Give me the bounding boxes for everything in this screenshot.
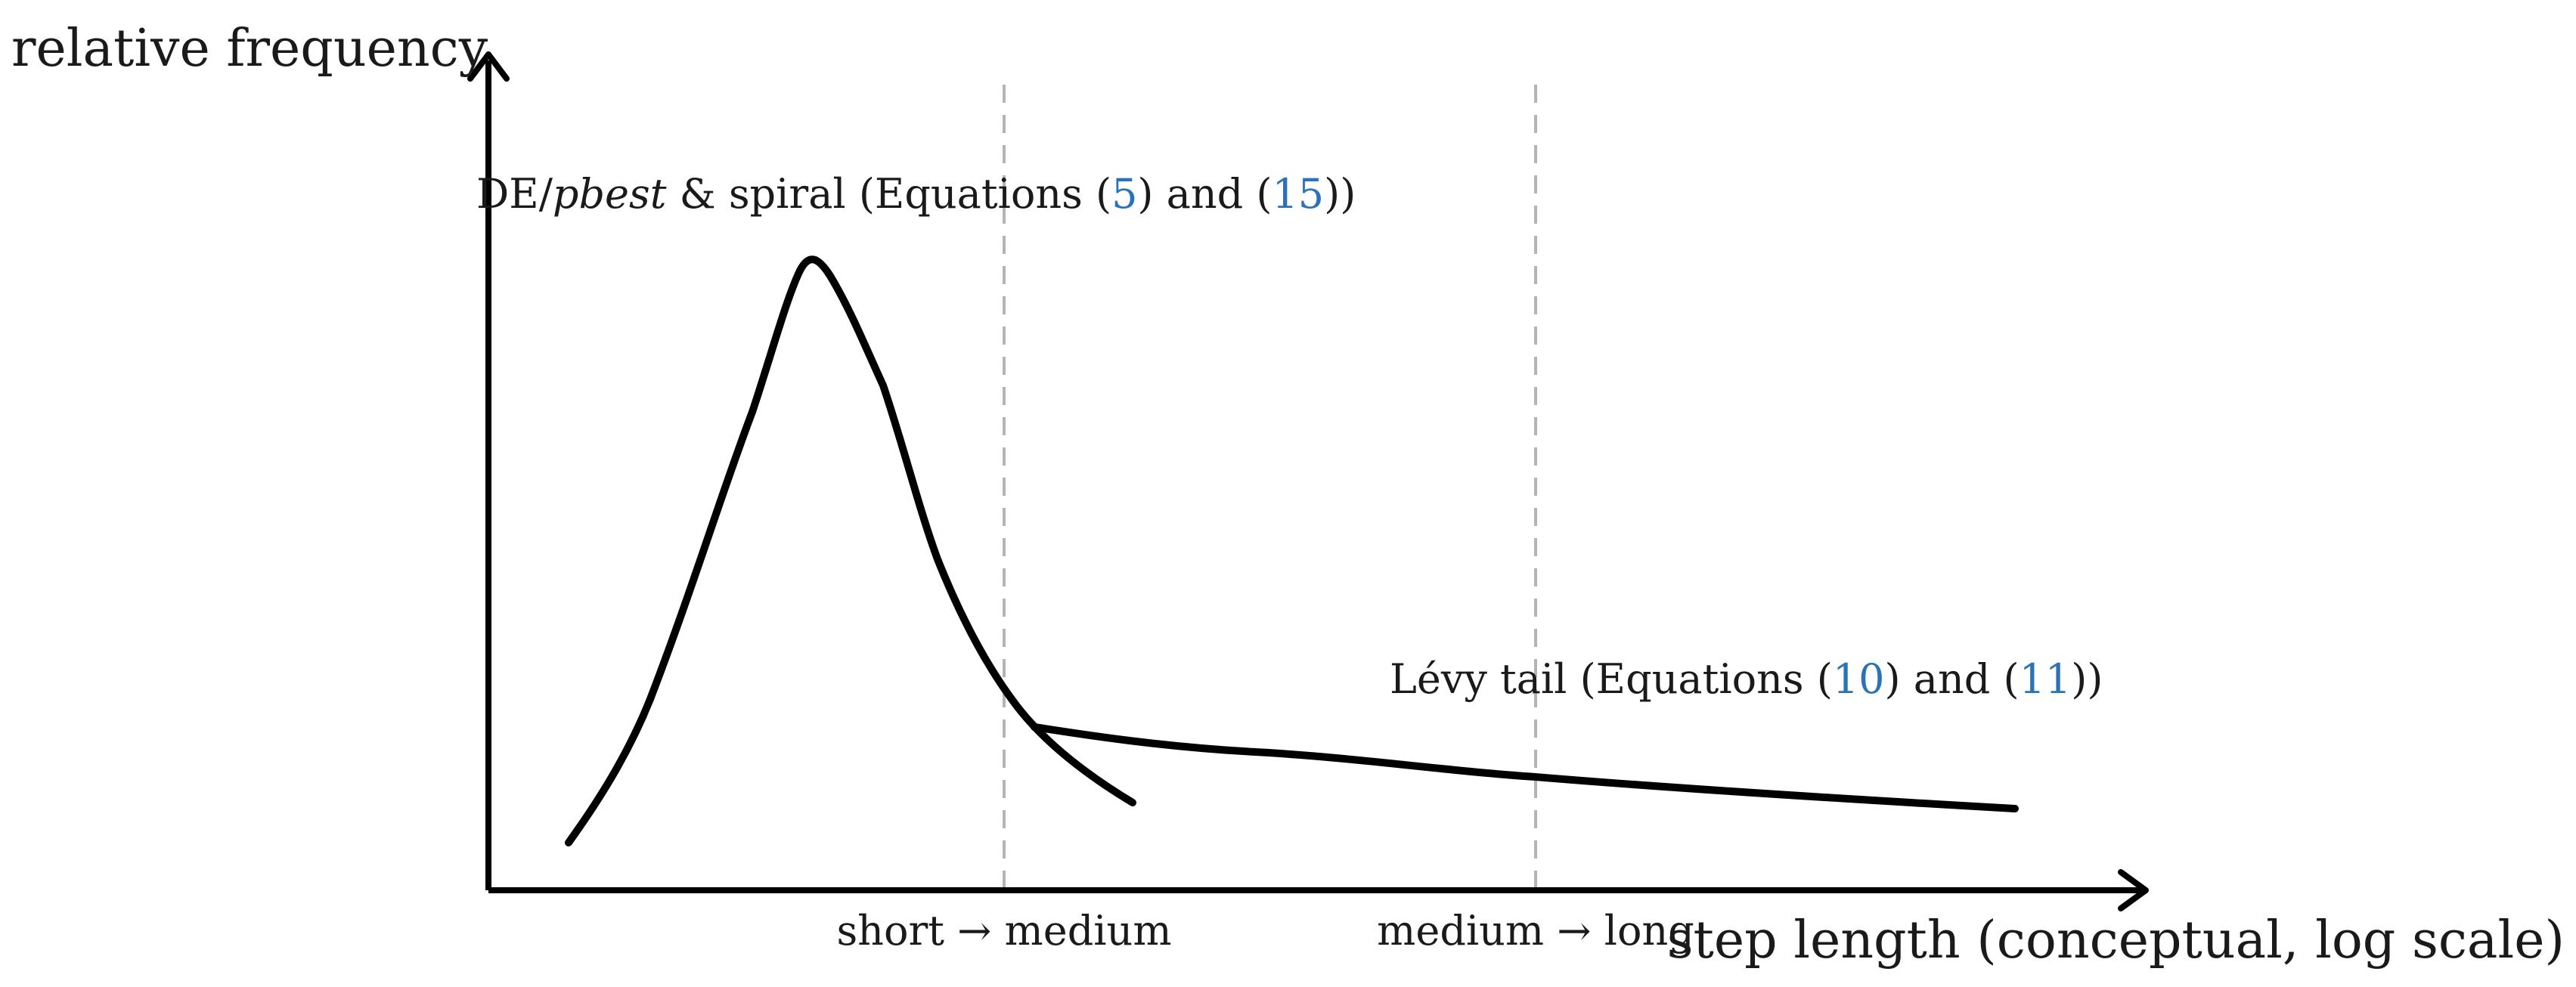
- y-axis-arrowhead: [467, 51, 510, 82]
- boundary-label-short-medium: short → medium: [836, 907, 1171, 955]
- boundary-label-medium-long: medium → long: [1377, 907, 1694, 955]
- equation-ref-5[interactable]: 5: [1111, 170, 1137, 218]
- equation-ref-11[interactable]: 11: [2020, 655, 2072, 703]
- levy-tail-curve: [1031, 723, 2019, 812]
- levy-annotation: Lévy tail (Equations (10) and (11)): [1390, 655, 2103, 703]
- x-axis-label: step length (conceptual, log scale): [1667, 911, 2565, 970]
- de-spiral-curve: [565, 255, 1136, 846]
- equation-ref-15[interactable]: 15: [1272, 170, 1324, 218]
- de-spiral-annotation: DE/pbest & spiral (Equations (5) and (15…: [476, 170, 1356, 218]
- equation-ref-10[interactable]: 10: [1833, 655, 1885, 703]
- y-axis-label: relative frequency: [11, 19, 488, 79]
- x-axis-arrowhead: [2118, 869, 2149, 911]
